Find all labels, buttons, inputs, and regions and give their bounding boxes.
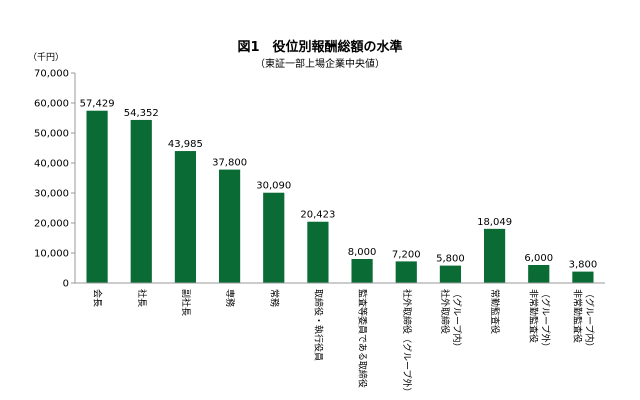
bar-value-label: 57,429: [80, 99, 115, 110]
y-tick-label: 0: [63, 279, 69, 290]
bar: [483, 228, 506, 283]
category-label: （グループ内）: [583, 289, 595, 351]
y-tick-label: 10,000: [34, 249, 69, 260]
bar-value-label: 5,800: [436, 254, 465, 265]
category-label: 常務: [268, 289, 280, 307]
category-label: 社外取締役: [439, 289, 451, 334]
category-label: 社長: [136, 289, 148, 307]
bar-value-label: 54,352: [124, 108, 159, 119]
category-label: （グループ外）: [539, 289, 551, 351]
category-labels-group: 会長 社長 副社長 専務 常務 取締役・執行役員 監査等委員である取締役 社外取締役（グループ…: [92, 289, 596, 396]
category-label: （グループ内）: [451, 289, 463, 351]
bar-value-label: 43,985: [168, 139, 203, 150]
bar-value-label: 37,800: [212, 158, 247, 169]
y-tick-label: 30,000: [34, 189, 69, 200]
chart-subtitle: （東証一部上場企業中央値）: [255, 57, 385, 70]
category-label: 常勤監査役: [489, 289, 501, 334]
bars-group: [86, 110, 594, 283]
category-label: 社外取締役（グループ外）: [401, 289, 413, 396]
chart-title: 図1 役位別報酬総額の水準: [237, 39, 402, 55]
bar-value-label: 18,049: [477, 217, 512, 228]
y-tick-label: 50,000: [34, 129, 69, 140]
category-label: 取締役・執行役員: [312, 289, 324, 361]
y-axis-ticks: 0 10,000 20,000 30,000 40,000 50,000 60,000 70,…: [34, 69, 75, 290]
bar: [86, 110, 108, 283]
bar: [351, 259, 373, 283]
bar: [395, 261, 417, 283]
category-label: 非常勤監査役: [571, 289, 583, 343]
y-tick-label: 20,000: [34, 219, 69, 230]
bar: [572, 271, 594, 283]
bar: [307, 221, 329, 283]
category-label: 副社長: [180, 289, 192, 316]
bar-value-label: 3,800: [569, 260, 598, 271]
bar: [263, 192, 285, 283]
bar-value-label: 7,200: [392, 249, 421, 260]
bar-value-label: 30,090: [256, 181, 291, 192]
bar-value-label: 20,423: [300, 210, 335, 221]
data-labels-group: 57,429 54,352 43,985 37,800 30,090 20,423 8,00…: [80, 99, 598, 271]
bar: [218, 169, 241, 283]
y-axis-unit-label: （千円）: [28, 52, 64, 63]
bar: [439, 265, 462, 283]
category-label: 会長: [92, 289, 104, 307]
bar-value-label: 6,000: [524, 253, 553, 264]
category-label: 専務: [224, 289, 236, 307]
bar: [130, 119, 152, 283]
bar: [528, 265, 550, 283]
category-label: 非常勤監査役: [527, 289, 539, 343]
bar: [174, 151, 197, 283]
bar-value-label: 8,000: [348, 247, 377, 258]
y-tick-label: 70,000: [34, 69, 69, 80]
category-label: 監査等委員である取締役: [357, 289, 369, 388]
y-tick-label: 60,000: [34, 99, 69, 110]
y-tick-label: 40,000: [34, 159, 69, 170]
